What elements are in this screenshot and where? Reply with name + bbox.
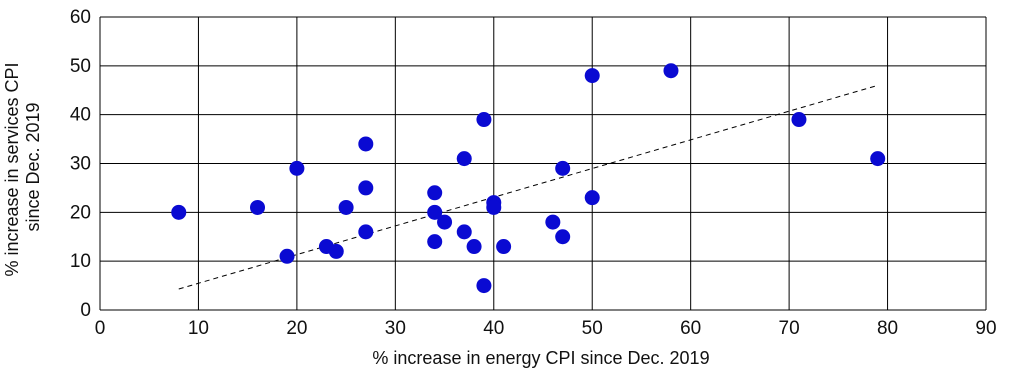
y-tick-labels: 0 10 20 30 40 50 60 xyxy=(70,7,91,321)
y-tick-label: 10 xyxy=(70,251,91,272)
data-point xyxy=(476,278,492,294)
x-tick-label: 70 xyxy=(779,318,800,339)
data-point xyxy=(476,112,492,128)
data-point xyxy=(279,248,295,264)
data-point xyxy=(663,63,679,79)
data-point xyxy=(289,160,305,176)
data-point xyxy=(328,243,344,259)
data-point xyxy=(584,68,600,84)
data-point xyxy=(358,180,374,196)
data-point xyxy=(456,224,472,240)
x-tick-label: 80 xyxy=(877,318,898,339)
data-point xyxy=(456,151,472,167)
y-tick-label: 30 xyxy=(70,154,91,175)
y-axis-label-line-1: % increase in services CPI xyxy=(2,62,22,276)
x-tick-label: 40 xyxy=(483,318,504,339)
data-point xyxy=(584,190,600,206)
x-tick-label: 50 xyxy=(582,318,603,339)
x-tick-label: 20 xyxy=(286,318,307,339)
y-axis-label-line-2: since Dec. 2019 xyxy=(23,102,43,231)
x-tick-label: 60 xyxy=(680,318,701,339)
y-tick-label: 60 xyxy=(70,7,91,28)
data-point xyxy=(427,185,443,201)
x-axis-label: % increase in energy CPI since Dec. 2019 xyxy=(372,348,709,368)
data-point xyxy=(338,199,354,215)
data-point xyxy=(427,234,443,250)
data-point xyxy=(437,214,453,230)
x-tick-label: 90 xyxy=(975,318,996,339)
data-point xyxy=(250,199,266,215)
data-point xyxy=(427,204,443,220)
data-point xyxy=(171,204,187,220)
trend-line xyxy=(178,84,878,290)
y-tick-label: 40 xyxy=(70,105,91,126)
data-point xyxy=(486,199,502,215)
y-tick-label: 20 xyxy=(70,202,91,223)
y-tick-label: 50 xyxy=(70,56,91,77)
data-point xyxy=(791,112,807,128)
x-tick-label: 10 xyxy=(188,318,209,339)
data-point xyxy=(555,160,571,176)
x-tick-label: 30 xyxy=(385,318,406,339)
y-axis-label: % increase in services CPI since Dec. 20… xyxy=(2,57,43,276)
grid-lines xyxy=(99,16,987,311)
data-point xyxy=(358,136,374,152)
data-points xyxy=(171,63,886,294)
data-point xyxy=(545,214,561,230)
data-point xyxy=(466,239,482,255)
x-tick-labels: 0 10 20 30 40 50 60 70 80 90 xyxy=(95,318,997,339)
x-tick-label: 0 xyxy=(95,318,106,339)
data-point xyxy=(870,151,886,167)
data-point xyxy=(555,229,571,245)
data-point xyxy=(358,224,374,240)
data-point xyxy=(496,239,512,255)
y-tick-label: 0 xyxy=(80,300,91,321)
